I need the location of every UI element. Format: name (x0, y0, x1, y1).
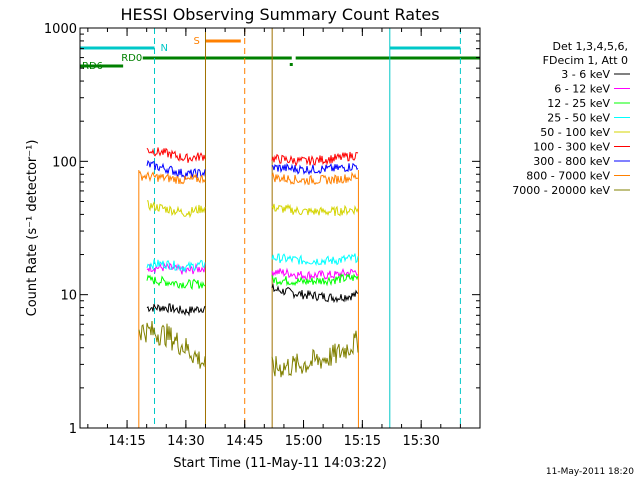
legend-header-1: Det 1,3,4,5,6, (552, 40, 628, 53)
series-line (271, 162, 359, 176)
chart-title: HESSI Observing Summary Count Rates (120, 5, 439, 24)
series-line (146, 274, 206, 291)
x-tick-label: 15:00 (285, 434, 322, 449)
saa-label: S (193, 36, 199, 47)
legend-label: 25 - 50 keV (547, 112, 610, 125)
series-line (146, 303, 206, 317)
footer-timestamp: 11-May-2011 18:20 (546, 467, 634, 477)
series-line (138, 170, 206, 185)
y-axis-ticks: 1 10 100 1000 (44, 22, 480, 437)
plot-frame (79, 27, 481, 429)
series-line (271, 171, 359, 186)
series-line (146, 200, 206, 219)
y-axis-label: Count Rate (s⁻¹ detector⁻¹) (25, 140, 40, 317)
legend-label: 50 - 100 keV (540, 126, 610, 139)
x-tick-label: 15:15 (344, 434, 381, 449)
series-line (146, 159, 206, 181)
series-line (146, 147, 206, 163)
x-tick-label: 14:30 (167, 434, 204, 449)
series-line (146, 259, 206, 273)
series-line (271, 267, 359, 281)
observing-flags: N S RD0 RD6 (79, 28, 480, 428)
x-axis-label: Start Time (11-May-11 14:03:22) (173, 456, 387, 471)
series-line (271, 253, 359, 266)
x-tick-label: 14:15 (108, 434, 145, 449)
x-tick-label: 14:45 (226, 434, 263, 449)
legend-label: 6 - 12 keV (554, 83, 610, 96)
y-tick-label: 10 (60, 289, 77, 304)
night-label: N (161, 43, 168, 54)
series-line (271, 203, 359, 217)
series-layer (138, 147, 359, 378)
legend-label: 7000 - 20000 keV (512, 184, 610, 197)
legend-label: 100 - 300 keV (533, 141, 610, 154)
legend-label: 3 - 6 keV (561, 68, 610, 81)
rd6-label: RD6 (82, 61, 103, 72)
y-tick-label: 1 (69, 422, 77, 437)
series-line (271, 151, 359, 167)
rd-dot (289, 63, 293, 66)
legend-header-2: FDecim 1, Att 0 (543, 54, 628, 67)
series-line (138, 320, 206, 369)
series-line (271, 330, 359, 378)
y-tick-label: 1000 (44, 22, 77, 37)
legend: Det 1,3,4,5,6, FDecim 1, Att 0 3 - 6 keV… (512, 40, 630, 197)
y-tick-label: 100 (52, 155, 77, 170)
legend-label: 12 - 25 keV (547, 97, 610, 110)
legend-label: 800 - 7000 keV (526, 170, 610, 183)
legend-label: 300 - 800 keV (533, 155, 610, 168)
series-line (271, 273, 359, 287)
x-axis-ticks: 14:15 14:30 14:45 15:00 15:15 15:30 (87, 28, 481, 449)
rd0-label: RD0 (121, 53, 142, 64)
x-tick-label: 15:30 (402, 434, 439, 449)
series-line (271, 283, 359, 304)
